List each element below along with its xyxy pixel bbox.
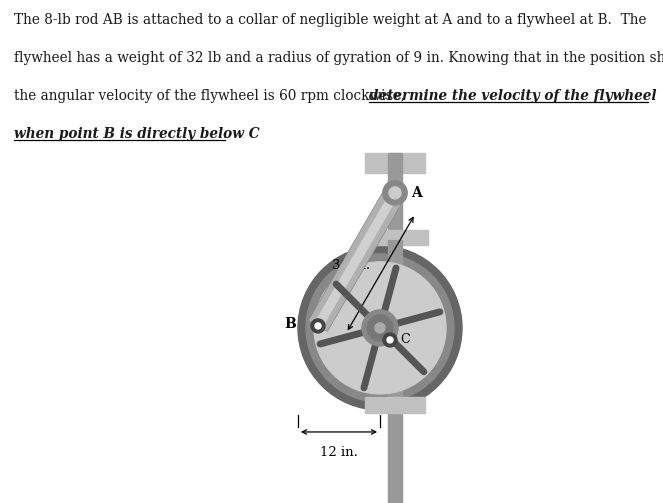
Circle shape bbox=[315, 323, 321, 329]
Text: A: A bbox=[411, 186, 422, 200]
Circle shape bbox=[298, 246, 462, 410]
Bar bbox=[388, 316, 402, 398]
Text: C: C bbox=[400, 333, 410, 347]
Text: flywheel has a weight of 32 lb and a radius of gyration of 9 in. Knowing that in: flywheel has a weight of 32 lb and a rad… bbox=[14, 51, 663, 65]
Circle shape bbox=[367, 315, 393, 341]
Text: .: . bbox=[223, 127, 227, 141]
Text: the angular velocity of the flywheel is 60 rpm clockwise,: the angular velocity of the flywheel is … bbox=[14, 89, 409, 103]
Polygon shape bbox=[314, 191, 398, 328]
Circle shape bbox=[311, 319, 325, 333]
Circle shape bbox=[383, 181, 407, 205]
Text: 12 in.: 12 in. bbox=[320, 446, 358, 459]
Bar bbox=[388, 240, 402, 308]
Circle shape bbox=[362, 310, 398, 346]
Circle shape bbox=[383, 181, 407, 205]
Text: B: B bbox=[284, 317, 296, 331]
Bar bbox=[362, 230, 428, 245]
Circle shape bbox=[306, 254, 454, 402]
Polygon shape bbox=[308, 187, 404, 331]
Text: when point B is directly below C: when point B is directly below C bbox=[14, 127, 260, 141]
Bar bbox=[365, 153, 425, 173]
Text: 36 in.: 36 in. bbox=[332, 259, 370, 272]
Bar bbox=[388, 411, 402, 503]
Circle shape bbox=[389, 187, 401, 199]
Circle shape bbox=[389, 187, 401, 199]
Circle shape bbox=[387, 337, 393, 343]
Circle shape bbox=[375, 323, 385, 333]
Text: determine the velocity of the flywheel: determine the velocity of the flywheel bbox=[369, 89, 656, 103]
Circle shape bbox=[314, 262, 446, 394]
Bar bbox=[362, 306, 428, 320]
Text: The 8-lb rod AB is attached to a collar of negligible weight at A and to a flywh: The 8-lb rod AB is attached to a collar … bbox=[14, 13, 646, 27]
Bar bbox=[388, 153, 402, 233]
Circle shape bbox=[383, 333, 397, 347]
Bar bbox=[365, 397, 425, 413]
